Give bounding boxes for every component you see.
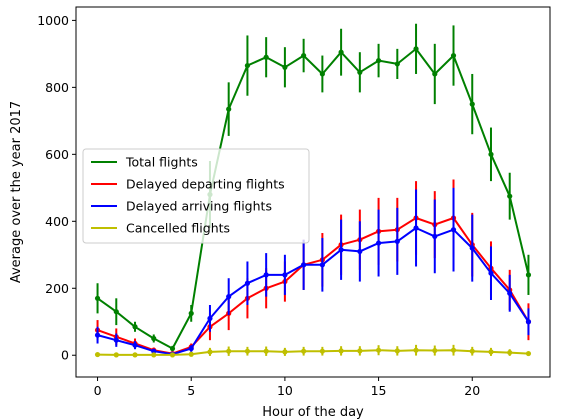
data-point xyxy=(450,227,457,233)
data-point xyxy=(151,335,157,342)
data-point xyxy=(413,46,419,52)
data-point xyxy=(301,348,307,354)
data-point xyxy=(94,295,101,301)
series-line xyxy=(97,349,529,356)
data-point xyxy=(488,270,494,276)
y-tick-label: 1000 xyxy=(37,13,69,28)
data-point xyxy=(450,347,457,353)
data-point xyxy=(450,52,457,59)
x-tick-label: 0 xyxy=(94,383,102,398)
data-point xyxy=(413,347,419,353)
data-point xyxy=(207,349,213,355)
data-point xyxy=(94,351,101,358)
data-point xyxy=(338,348,344,354)
series-line xyxy=(97,227,530,356)
data-point xyxy=(188,345,194,352)
x-tick-label: 10 xyxy=(277,383,293,398)
y-tick-label: 600 xyxy=(45,147,69,162)
data-point xyxy=(357,348,363,354)
x-tick-label: 15 xyxy=(371,383,387,398)
x-tick-label: 20 xyxy=(464,383,480,398)
data-point xyxy=(132,342,138,348)
data-point xyxy=(169,345,176,352)
data-point xyxy=(282,272,288,278)
data-point xyxy=(469,348,475,354)
data-point xyxy=(282,64,288,70)
data-point xyxy=(394,61,400,67)
data-point xyxy=(301,52,307,59)
data-point xyxy=(226,294,232,300)
x-tick-label: 5 xyxy=(187,383,195,398)
data-point xyxy=(207,315,213,322)
data-point xyxy=(525,350,532,357)
series-0 xyxy=(94,23,532,352)
legend-label: Total flights xyxy=(125,155,198,170)
legend: Total flights Delayed departing flights De… xyxy=(82,148,310,244)
data-point xyxy=(94,332,101,338)
data-point xyxy=(357,248,363,255)
y-axis-label: Average over the year 2017 xyxy=(9,101,24,283)
data-point xyxy=(469,245,475,251)
data-point xyxy=(151,352,157,358)
data-point xyxy=(244,62,251,69)
data-point xyxy=(151,348,157,354)
x-axis-label: Hour of the day xyxy=(262,405,364,420)
data-point xyxy=(132,324,138,330)
data-point xyxy=(375,57,382,64)
plot-area xyxy=(94,23,532,358)
legend-box xyxy=(82,148,310,244)
data-point xyxy=(113,337,119,343)
series-2 xyxy=(94,187,532,357)
data-point xyxy=(244,280,251,286)
data-point xyxy=(375,347,382,353)
series-3 xyxy=(94,344,532,358)
data-point xyxy=(507,349,513,356)
plot-frame xyxy=(75,6,551,378)
legend-label: Delayed arriving flights xyxy=(126,199,272,214)
data-point xyxy=(319,262,325,268)
data-point xyxy=(394,238,400,244)
legend-label: Delayed departing flights xyxy=(126,177,285,192)
legend-label: Cancelled flights xyxy=(126,221,230,236)
data-point xyxy=(263,54,269,60)
data-point xyxy=(244,348,251,354)
data-point xyxy=(525,319,532,325)
data-point xyxy=(488,151,494,157)
data-point xyxy=(432,71,438,77)
data-point xyxy=(338,247,344,253)
data-point xyxy=(338,49,344,55)
data-point xyxy=(507,193,513,199)
data-point xyxy=(226,348,232,354)
data-point xyxy=(188,310,194,316)
data-point xyxy=(432,233,438,239)
data-point xyxy=(375,240,382,246)
data-point xyxy=(394,348,400,354)
data-point xyxy=(488,349,494,355)
data-point xyxy=(525,272,532,278)
data-point xyxy=(226,106,232,112)
y-tick-label: 0 xyxy=(61,348,69,363)
data-point xyxy=(319,71,325,77)
y-tick-label: 200 xyxy=(45,281,69,296)
y-tick-label: 400 xyxy=(45,214,69,229)
data-point xyxy=(263,348,269,354)
data-point xyxy=(507,290,513,296)
data-point xyxy=(169,352,176,358)
data-point xyxy=(469,101,475,107)
data-point xyxy=(413,225,419,231)
data-point xyxy=(357,69,363,75)
data-point xyxy=(282,349,288,355)
data-point xyxy=(432,347,438,354)
data-point xyxy=(263,272,269,278)
data-point xyxy=(113,352,119,358)
series-line xyxy=(96,47,530,350)
data-point xyxy=(113,309,119,315)
y-tick-label: 800 xyxy=(45,80,69,95)
data-point xyxy=(132,352,138,358)
data-point xyxy=(301,262,307,268)
data-point xyxy=(319,348,325,354)
data-point xyxy=(188,351,194,357)
